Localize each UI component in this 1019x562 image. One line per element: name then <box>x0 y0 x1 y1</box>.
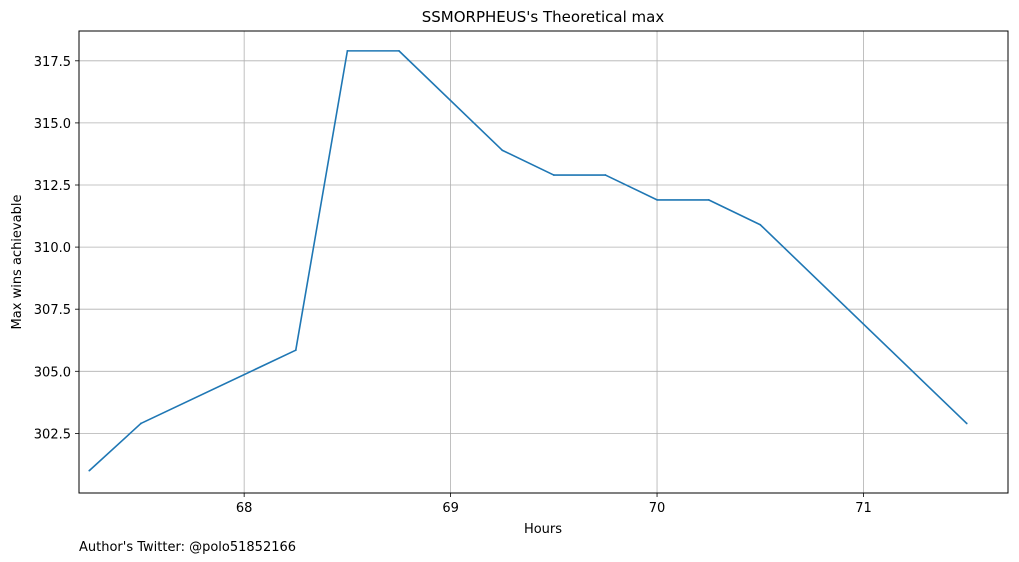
y-tick-label: 305.0 <box>34 365 71 380</box>
data-point <box>294 349 297 352</box>
data-point <box>88 469 91 472</box>
data-point <box>501 149 504 152</box>
data-point <box>552 174 555 176</box>
grid <box>79 31 1008 493</box>
data-point <box>604 174 607 176</box>
data-point <box>656 199 658 201</box>
x-axis-label: Hours <box>524 522 562 537</box>
y-tick-label: 317.5 <box>34 55 71 70</box>
y-tick-label: 302.5 <box>34 427 71 442</box>
data-point <box>965 422 968 425</box>
data-point <box>140 422 142 425</box>
y-tick-label: 312.5 <box>34 179 71 194</box>
y-axis-ticks: 302.5 305.0 307.5 310.0 312.5 315.0 317.5 <box>34 55 79 442</box>
x-tick-label: 68 <box>236 501 253 516</box>
chart-title: SSMORPHEUS's Theoretical max <box>422 8 665 26</box>
y-tick-label: 310.0 <box>34 241 71 256</box>
data-point <box>707 199 710 201</box>
series-line <box>88 50 968 472</box>
y-axis-label: Max wins achievable <box>10 195 25 330</box>
y-tick-label: 307.5 <box>34 303 71 318</box>
x-tick-label: 69 <box>442 501 459 516</box>
series-layer <box>88 49 968 472</box>
data-point <box>346 49 349 52</box>
x-tick-label: 70 <box>649 501 666 516</box>
data-point <box>759 223 762 226</box>
y-tick-label: 315.0 <box>34 117 71 132</box>
x-axis-ticks: 68 69 70 71 <box>236 493 872 516</box>
plot-frame <box>78 30 1009 494</box>
x-tick-label: 71 <box>855 501 872 516</box>
author-twitter-footnote: Author's Twitter: @polo51852166 <box>79 540 296 555</box>
data-point <box>398 49 400 52</box>
